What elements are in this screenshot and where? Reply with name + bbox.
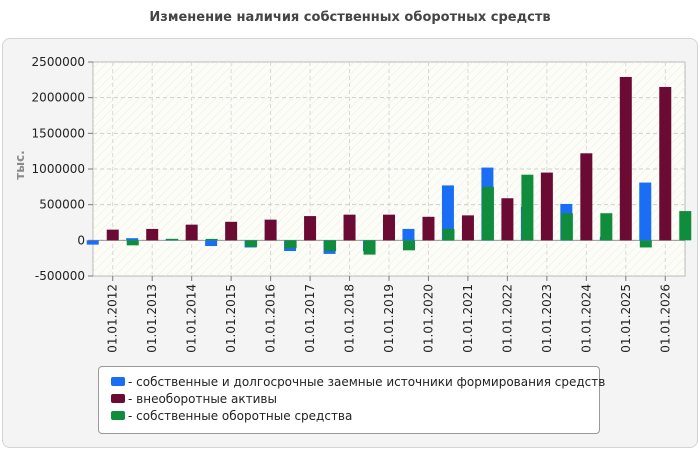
bar-series-3-01.01.2021 [481,186,494,241]
x-tick-label: 01.01.2022 [500,284,514,353]
bar-series-2-01.01.2015 [225,221,238,241]
x-tick-label: 01.01.2025 [619,284,633,353]
legend-swatch [111,411,125,420]
y-tick-label: 500000 [39,198,85,212]
bar-series-2-01.01.2021 [461,215,474,241]
bar-series-3-01.01.2014 [205,238,218,241]
bar-series-3-01.01.2013 [166,238,179,241]
bar-series-2-01.01.2024 [580,153,593,241]
legend-label: - собственные и долгосрочные заемные ист… [128,375,606,389]
x-tick-label: 01.01.2013 [145,284,159,353]
bar-series-3-01.01.2025 [639,240,652,248]
x-tick-label: 01.01.2019 [382,284,396,353]
bar-series-3-01.01.2017 [324,240,337,252]
y-tick-label: 0 [77,233,85,247]
y-tick-label: -500000 [35,269,85,283]
x-tick-label: 01.01.2026 [658,284,672,353]
bar-series-2-01.01.2019 [383,214,395,241]
y-tick-label: 2500000 [32,55,85,69]
bar-series-1-01.01.2021 [441,185,454,241]
chart-title: Изменение наличия собственных оборотных … [149,10,551,25]
bar-series-3-01.01.2022 [521,174,534,241]
x-tick-label: 01.01.2017 [303,284,317,353]
legend-label: - собственные оборотные средства [128,409,353,423]
y-tick-label: 1000000 [32,162,85,176]
bar-series-3-01.01.2019 [403,240,415,251]
bar-series-2-01.01.2014 [185,224,198,241]
bar-series-2-01.01.2012 [106,229,119,241]
bars [86,76,692,255]
x-tick-label: 01.01.2018 [343,284,357,353]
bar-series-2-01.01.2017 [304,216,317,241]
bar-series-2-01.01.2025 [619,76,632,241]
bar-series-3-01.01.2015 [245,240,258,247]
x-tick-label: 01.01.2020 [421,284,435,353]
bar-series-1-01.01.2020 [402,228,415,241]
bar-series-3-01.01.2024 [600,213,613,241]
bar-series-3-01.01.2020 [442,228,455,241]
x-tick-label: 01.01.2015 [224,284,238,353]
y-axis-label: тыс. [13,150,27,179]
bar-series-2-01.01.2018 [343,214,356,241]
bar-series-3-01.01.2026 [679,211,692,241]
bar-series-1-01.01.2026 [639,182,652,241]
x-tick-label: 01.01.2012 [106,284,120,353]
bar-series-3-01.01.2018 [363,240,376,255]
x-tick-label: 01.01.2023 [540,284,554,353]
bar-series-1-01.01.2015 [205,240,218,247]
y-tick-label: 1500000 [32,126,85,140]
bar-series-3-01.01.2016 [284,240,297,249]
x-tick-label: 01.01.2024 [579,284,593,353]
bar-series-1-01.01.2012 [86,240,99,245]
bar-series-3-01.01.2023 [560,213,573,241]
bar-series-2-01.01.2016 [264,219,277,241]
bar-series-3-01.01.2012 [126,240,139,246]
legend: - собственные и долгосрочные заемные ист… [98,366,605,434]
axes: 2500000 2000000 1500000 1000000 500000 0 -5000… [32,55,673,353]
y-tick-label: 2000000 [32,91,85,105]
bar-series-2-01.01.2023 [540,172,553,241]
x-tick-label: 01.01.2014 [185,284,199,353]
bar-series-2-01.01.2013 [146,228,159,241]
bar-series-1-01.01.2013 [126,238,139,241]
legend-swatch [111,377,125,386]
bar-series-2-01.01.2026 [659,86,672,241]
bar-series-2-01.01.2020 [422,216,435,241]
bar-series-2-01.01.2022 [501,198,514,241]
legend-swatch [111,394,125,403]
x-tick-label: 01.01.2021 [461,284,475,353]
legend-label: - внеоборотные активы [128,392,277,406]
x-tick-label: 01.01.2016 [264,284,278,353]
